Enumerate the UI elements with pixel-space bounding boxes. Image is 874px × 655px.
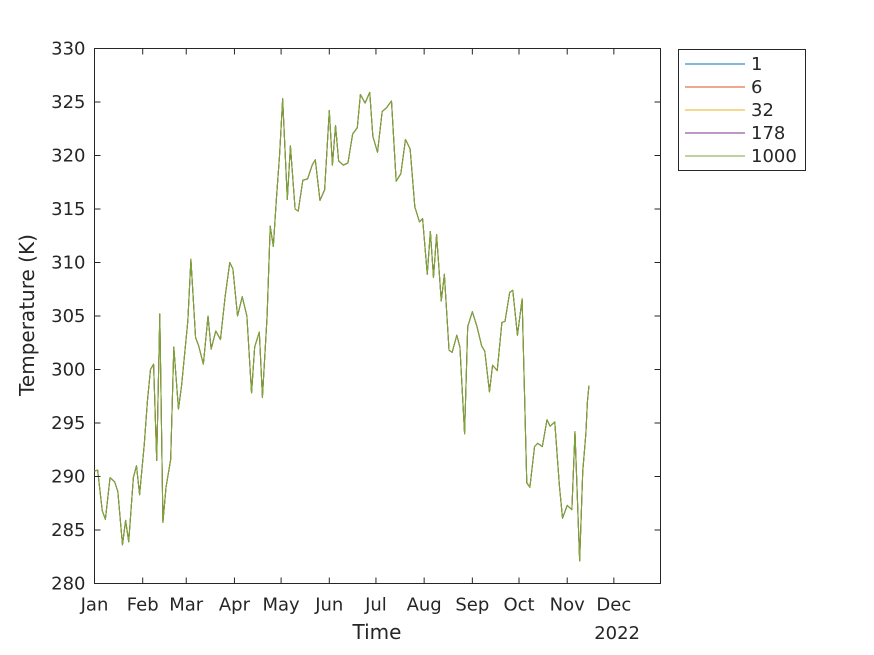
x-axis-label: Time: [352, 620, 402, 644]
y-tick-label: 280: [51, 574, 85, 595]
y-tick-label: 325: [51, 92, 85, 113]
x-tick-label: Nov: [550, 595, 585, 616]
x-tick-label: Oct: [503, 595, 534, 616]
x-axis-year-label: 2022: [594, 623, 640, 644]
x-tick-label: Mar: [169, 595, 204, 616]
x-tick-label: Jun: [314, 595, 343, 616]
legend-label-6: 6: [751, 77, 762, 98]
axes-box: [94, 48, 661, 584]
x-tick-label: Apr: [219, 595, 251, 616]
x-tick-label: Jul: [364, 595, 387, 616]
x-tick-label: Aug: [407, 595, 442, 616]
x-axis-ticks: Jan Feb Mar Apr May Jun Jul Aug Sep Oct Nov Dec: [80, 48, 631, 616]
x-tick-label: Feb: [127, 595, 159, 616]
y-tick-label: 330: [51, 39, 85, 60]
x-tick-label: Jan: [80, 595, 109, 616]
series-line-1000: [94, 91, 590, 562]
y-axis-label: Temperature (K): [15, 234, 39, 397]
legend-label-32: 32: [751, 100, 774, 121]
legend-label-1000: 1000: [751, 146, 797, 167]
y-tick-label: 320: [51, 146, 85, 167]
y-tick-label: 315: [51, 199, 85, 220]
legend-label-1: 1: [751, 54, 762, 75]
x-tick-label: Sep: [455, 595, 489, 616]
y-tick-label: 300: [51, 360, 85, 381]
series-lines: [94, 91, 590, 562]
y-tick-label: 310: [51, 253, 85, 274]
x-tick-label: May: [262, 595, 300, 616]
y-tick-label: 305: [51, 306, 85, 327]
y-tick-label: 290: [51, 467, 85, 488]
y-axis-ticks: 280 285 290 295 300 305 310 315 320 325 330: [51, 39, 661, 595]
legend-label-178: 178: [751, 123, 785, 144]
plot-area: 280 285 290 295 300 305 310 315 320 325 330 Jan Feb…: [51, 39, 661, 616]
y-tick-label: 285: [51, 520, 85, 541]
x-tick-label: Dec: [596, 595, 631, 616]
y-tick-label: 295: [51, 413, 85, 434]
